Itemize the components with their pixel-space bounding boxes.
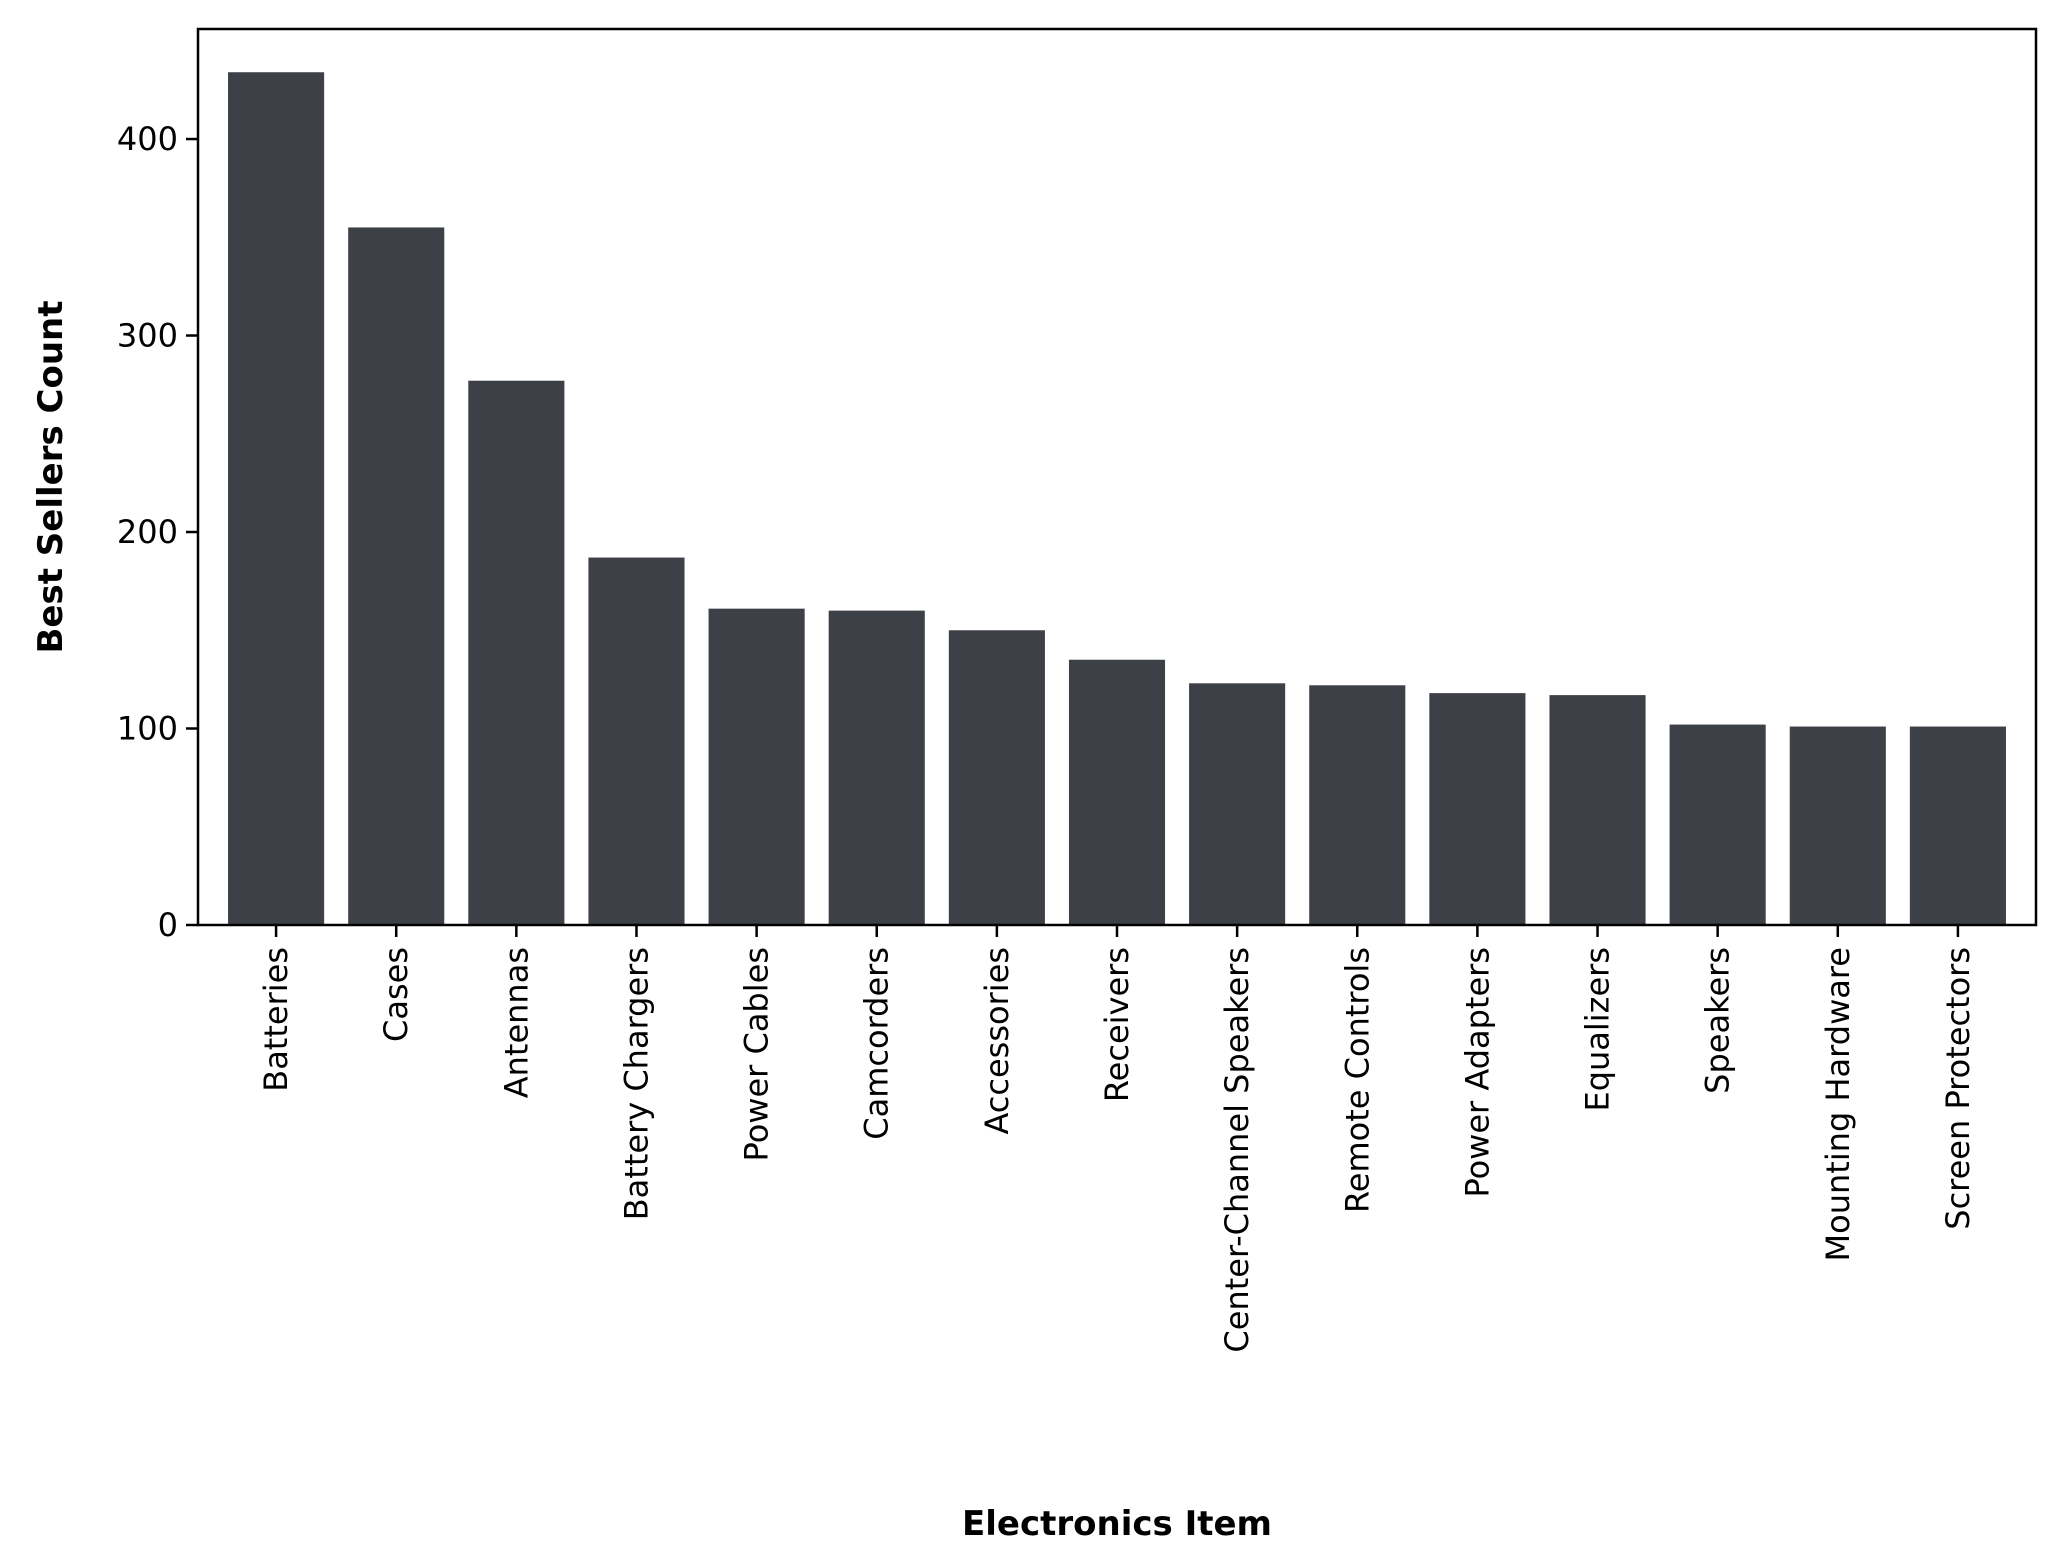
bar-9 [1309,685,1406,925]
bar-1 [348,227,445,925]
bar-12 [1669,724,1766,925]
x-tick-label-1: Cases [377,947,415,1042]
bar-10 [1429,693,1526,925]
bar-3 [588,557,685,925]
x-tick-label-14: Screen Protectors [1939,947,1977,1230]
x-tick-label-4: Power Cables [738,947,776,1161]
x-tick-label-0: Batteries [257,947,295,1092]
bar-14 [1909,726,2006,925]
y-tick-label-3: 300 [117,317,178,355]
bar-2 [468,380,565,925]
x-tick-label-12: Speakers [1699,947,1737,1094]
plot-frame [196,27,2038,927]
x-tick-label-6: Accessories [978,947,1016,1135]
y-axis: 0 100 200 300 400 [117,120,198,944]
bar-11 [1549,695,1646,925]
y-tick-label-2: 200 [117,513,178,551]
y-tick-label-4: 400 [117,120,178,158]
x-tick-label-13: Mounting Hardware [1819,947,1857,1261]
x-tick-label-11: Equalizers [1579,947,1617,1112]
bar-13 [1789,726,1886,925]
bars-layer [228,72,2006,925]
bar-4 [708,608,805,925]
x-tick-label-9: Remote Controls [1338,947,1376,1213]
x-axis-title: Electronics Item [962,1504,1272,1544]
x-tick-label-7: Receivers [1098,947,1136,1102]
x-tick-label-5: Camcorders [858,947,896,1140]
x-tick-label-10: Power Adapters [1458,947,1496,1198]
bar-5 [828,610,925,925]
bar-8 [1189,683,1286,925]
y-tick-label-1: 100 [117,710,178,748]
x-tick-label-2: Antennas [497,947,535,1098]
y-axis-title: Best Sellers Count [31,300,71,653]
bar-7 [1068,659,1166,925]
bar-6 [948,630,1045,925]
x-tick-label-3: Battery Chargers [617,947,655,1220]
bar-0 [228,72,325,925]
x-tick-label-8: Center-Channel Speakers [1218,947,1256,1353]
y-tick-label-0: 0 [158,906,178,944]
x-axis: Batteries Cases Antennas Battery Chargers Po… [257,925,1977,1353]
